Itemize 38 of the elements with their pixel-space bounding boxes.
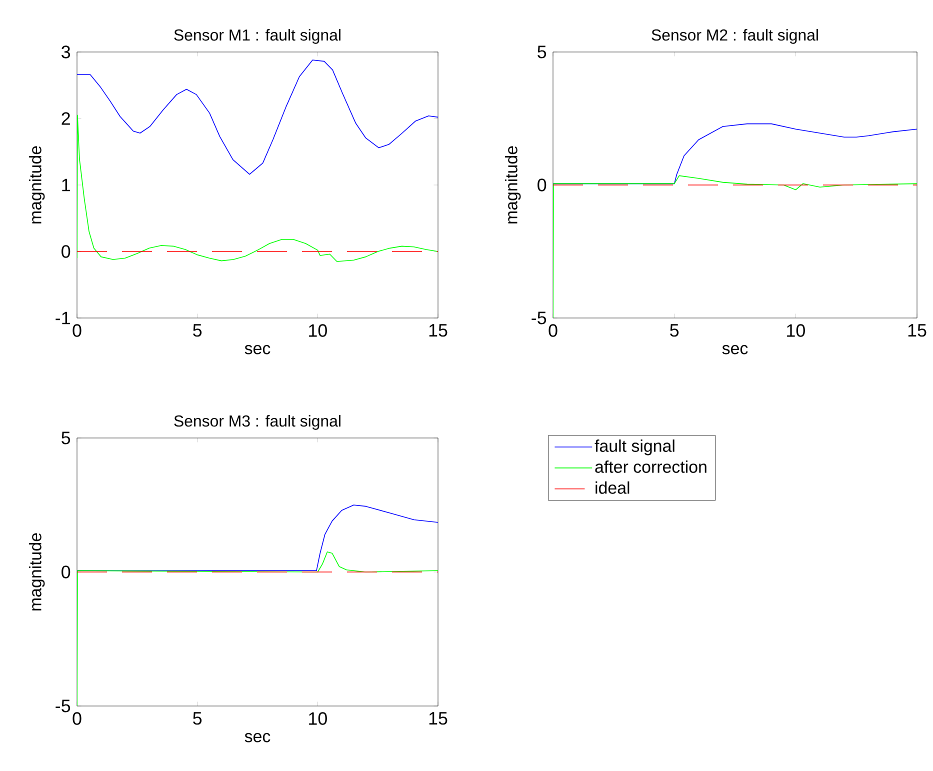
y-tick-label: -5	[532, 312, 546, 324]
y-tick-label: 2	[62, 112, 70, 125]
y-axis-title: magnitude	[28, 533, 45, 610]
legend-label: fault signal	[594, 440, 674, 456]
x-axis-title: sec	[244, 345, 270, 354]
x-tick-label: 5	[193, 324, 202, 337]
x-axis-title: sec	[244, 733, 270, 742]
chart-title: Sensor M2 : fault signal	[652, 28, 818, 44]
y-axis-title: magnitude	[28, 146, 45, 224]
line-series	[553, 175, 918, 318]
x-tick-label: 0	[548, 324, 558, 337]
x-tick-label: 10	[787, 324, 805, 337]
y-tick-label: 0	[62, 566, 70, 578]
x-tick-label: 0	[72, 712, 82, 725]
y-tick-label: 5	[538, 46, 546, 58]
y-tick-label: -5	[56, 700, 70, 712]
y-tick-label: 0	[538, 178, 546, 192]
x-tick-label: 5	[193, 712, 202, 725]
chart-title: Sensor M1 : fault signal	[174, 28, 340, 44]
x-axis-title: sec	[722, 345, 748, 354]
x-tick-label: 15	[429, 324, 448, 337]
line-series	[77, 60, 438, 175]
y-tick-label: 1	[62, 178, 70, 192]
y-tick-label: 3	[62, 46, 70, 58]
y-axis-title: magnitude	[504, 146, 521, 224]
legend-label: ideal	[596, 481, 630, 494]
chart-title: Sensor M3 : fault signal	[174, 414, 340, 430]
x-tick-label: 10	[309, 712, 327, 725]
x-tick-label: 0	[72, 324, 82, 337]
y-tick-label: -1	[56, 312, 70, 324]
x-tick-label: 15	[429, 712, 448, 725]
legend-label: after correction	[595, 460, 706, 473]
x-tick-label: 15	[908, 324, 926, 337]
x-tick-label: 10	[309, 324, 327, 337]
y-tick-label: 0	[62, 245, 70, 258]
line-series	[77, 114, 438, 262]
x-tick-label: 5	[670, 324, 679, 337]
y-tick-label: 5	[62, 432, 70, 444]
